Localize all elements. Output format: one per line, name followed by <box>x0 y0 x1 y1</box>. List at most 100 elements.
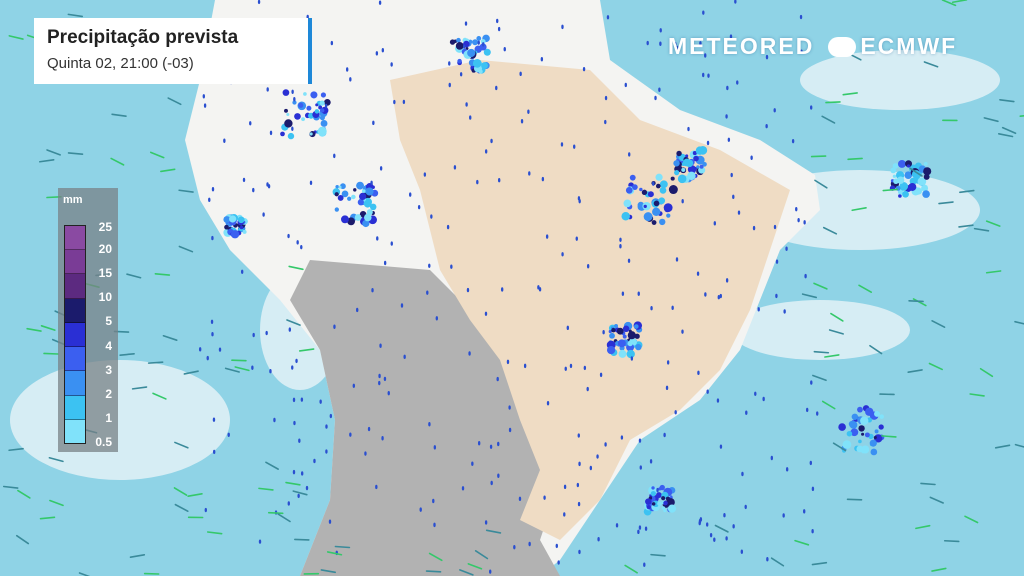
wind-streak <box>467 563 483 570</box>
precip-cell <box>858 425 865 432</box>
precip-cell <box>842 440 852 449</box>
wind-streak <box>320 569 336 574</box>
precip-dot <box>586 386 589 392</box>
precip-cell <box>616 327 624 335</box>
precip-dot <box>403 354 406 360</box>
precip-dot <box>699 517 703 522</box>
precip-cell <box>911 170 921 179</box>
precip-dot <box>497 178 501 183</box>
wind-streak <box>39 516 56 520</box>
precip-cell <box>923 161 928 166</box>
precip-cell <box>687 171 696 181</box>
precip-dot <box>540 57 544 62</box>
precip-cell <box>629 174 636 181</box>
precip-dot <box>705 522 709 527</box>
precip-cell <box>609 332 615 339</box>
precip-dot <box>319 399 322 404</box>
wind-streak <box>822 226 838 235</box>
precip-cell <box>622 325 630 333</box>
precip-cell <box>319 100 325 106</box>
precip-dot <box>287 233 290 239</box>
precip-dot <box>489 444 493 449</box>
precip-dot <box>627 258 631 264</box>
precip-dot <box>378 0 382 5</box>
legend-swatch <box>65 226 85 251</box>
precip-dot <box>484 149 488 154</box>
precip-cell <box>357 199 365 206</box>
precip-dot <box>446 224 450 230</box>
wind-streak <box>851 207 867 212</box>
precip-cell <box>874 429 879 434</box>
wind-streak <box>908 300 924 303</box>
wind-streak <box>909 167 923 177</box>
precip-dot <box>754 391 757 396</box>
precip-dot <box>288 327 292 332</box>
precip-dot <box>698 520 701 526</box>
precip-dot <box>770 455 774 461</box>
wind-streak <box>929 496 944 504</box>
wind-streak <box>813 350 830 354</box>
precip-dot <box>496 376 499 382</box>
precip-dot <box>675 45 679 51</box>
wind-streak <box>111 113 127 117</box>
precip-cell <box>303 92 307 96</box>
wind-streak <box>474 550 489 560</box>
precip-dot <box>528 541 531 547</box>
wind-streak <box>828 329 844 335</box>
precip-dot <box>811 528 814 534</box>
precip-cell <box>646 504 651 510</box>
precip-cell <box>341 215 349 224</box>
wind-streak <box>941 0 957 7</box>
precip-dot <box>654 95 657 101</box>
precip-dot <box>704 292 707 297</box>
precip-cell <box>683 158 691 167</box>
precip-cell <box>898 194 902 198</box>
wind-streak <box>813 282 828 290</box>
precip-dot <box>266 87 269 92</box>
precip-cell <box>314 109 320 114</box>
precip-cell <box>838 423 846 431</box>
precip-cell <box>645 498 652 505</box>
precip-dot <box>423 172 427 177</box>
precip-cell <box>481 63 487 69</box>
precip-cell <box>286 113 290 117</box>
precip-dot <box>432 498 435 504</box>
precip-cell <box>306 105 312 111</box>
precip-dot <box>387 390 390 396</box>
precip-cell <box>670 176 675 181</box>
wind-streak <box>206 531 223 535</box>
precip-cell <box>318 105 323 110</box>
precip-dot <box>750 155 753 160</box>
precip-cell <box>284 119 293 128</box>
title-panel: Precipitação prevista Quinta 02, 21:00 (… <box>34 18 312 84</box>
precip-cell <box>625 186 633 194</box>
precip-dot <box>300 244 303 250</box>
wind-streak <box>951 0 968 4</box>
precip-cell <box>685 154 689 158</box>
precip-dot <box>734 0 737 4</box>
wind-streak <box>15 534 30 545</box>
precip-cell <box>351 194 356 200</box>
precip-dot <box>709 532 713 538</box>
precip-cell <box>361 189 366 194</box>
precip-dot <box>725 536 728 541</box>
precip-dot <box>469 115 472 120</box>
precip-cell <box>635 343 642 351</box>
wind-streak <box>881 435 897 438</box>
precip-dot <box>619 244 622 249</box>
precip-dot <box>448 61 451 66</box>
wind-streak <box>912 298 927 307</box>
precip-cell <box>292 100 297 105</box>
wind-streak <box>178 189 194 193</box>
precip-dot <box>459 72 463 77</box>
precip-cell <box>364 213 372 222</box>
precip-cell <box>896 176 905 184</box>
precip-cell <box>657 501 662 506</box>
precip-cell <box>618 349 627 358</box>
precip-dot <box>717 295 720 300</box>
precip-dot <box>604 95 608 101</box>
precip-dot <box>352 383 356 388</box>
precip-dot <box>586 264 590 269</box>
legend-swatch <box>65 371 85 396</box>
